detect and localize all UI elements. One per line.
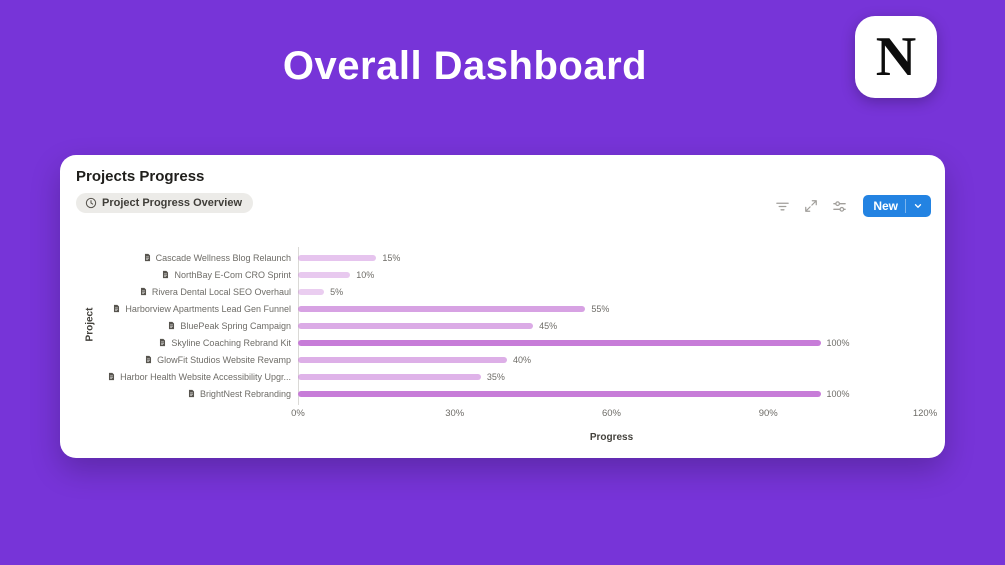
- project-label: Rivera Dental Local SEO Overhaul: [84, 287, 298, 297]
- page-icon: [146, 355, 152, 364]
- page-icon: [188, 389, 194, 398]
- project-name: Harborview Apartments Lead Gen Funnel: [125, 303, 291, 314]
- chevron-down-icon: [914, 204, 922, 208]
- progress-bar[interactable]: [298, 339, 821, 346]
- chart-row: Skyline Coaching Rebrand Kit 100%: [84, 334, 925, 351]
- card-title: Projects Progress: [76, 168, 205, 185]
- value-label: 100%: [826, 337, 850, 348]
- progress-overview-badge[interactable]: Project Progress Overview: [76, 193, 254, 213]
- value-label: 55%: [591, 303, 610, 314]
- progress-bar[interactable]: [298, 288, 325, 295]
- value-label: 45%: [539, 320, 558, 331]
- project-name: NorthBay E-Com CRO Sprint: [174, 269, 291, 280]
- chart-row: Rivera Dental Local SEO Overhaul 5%: [84, 283, 925, 300]
- chart-row: Cascade Wellness Blog Relaunch 15%: [84, 249, 925, 266]
- tick-label: 90%: [758, 408, 778, 419]
- new-button-label: New: [873, 199, 898, 213]
- project-name: Rivera Dental Local SEO Overhaul: [151, 286, 291, 297]
- projects-progress-card: Projects Progress Project Progress Overv…: [60, 155, 945, 458]
- project-name: GlowFit Studios Website Revamp: [157, 354, 291, 365]
- bar-track: 100%: [298, 389, 925, 399]
- progress-bar[interactable]: [298, 373, 481, 380]
- bar-chart: Project Cascade Wellness Blog Relaunch 15…: [84, 247, 937, 443]
- clock-icon: [85, 197, 97, 209]
- project-label: Cascade Wellness Blog Relaunch: [84, 253, 298, 263]
- value-label: 35%: [486, 371, 505, 382]
- page-icon: [144, 253, 150, 262]
- page-icon: [169, 321, 175, 330]
- project-label: Harborview Apartments Lead Gen Funnel: [84, 304, 298, 314]
- project-label: Harbor Health Website Accessibility Upgr…: [84, 372, 298, 382]
- chart-row: Harborview Apartments Lead Gen Funnel 55%: [84, 300, 925, 317]
- expand-button[interactable]: [802, 197, 820, 215]
- expand-icon: [805, 200, 818, 212]
- progress-bar[interactable]: [298, 356, 507, 363]
- project-label: GlowFit Studios Website Revamp: [84, 355, 298, 365]
- page-icon: [140, 287, 146, 296]
- chart-row: GlowFit Studios Website Revamp 40%: [84, 351, 925, 368]
- bar-track: 55%: [298, 304, 925, 314]
- value-label: 15%: [382, 252, 401, 263]
- progress-bar[interactable]: [298, 322, 534, 329]
- bar-track: 5%: [298, 287, 925, 297]
- x-axis-label: Progress: [589, 432, 634, 443]
- page-icon: [114, 304, 120, 313]
- page-icon: [163, 270, 169, 279]
- progress-bar[interactable]: [298, 271, 351, 278]
- value-label: 5%: [330, 286, 344, 297]
- ticks-spacer: [84, 408, 298, 421]
- chart-row: NorthBay E-Com CRO Sprint 10%: [84, 266, 925, 283]
- notion-logo: N: [855, 16, 937, 98]
- bar-track: 15%: [298, 253, 925, 263]
- page-icon: [109, 372, 115, 381]
- x-axis-ticks: 0% 30% 60% 90% 120%: [84, 408, 937, 421]
- bar-track: 45%: [298, 321, 925, 331]
- value-label: 40%: [513, 354, 532, 365]
- project-label: Skyline Coaching Rebrand Kit: [84, 338, 298, 348]
- notion-logo-letter: N: [875, 26, 917, 88]
- ticks-track: 0% 30% 60% 90% 120%: [291, 408, 937, 421]
- chart-rows: Cascade Wellness Blog Relaunch 15% NorthBa…: [84, 247, 925, 405]
- chart-row: Harbor Health Website Accessibility Upgr…: [84, 368, 925, 385]
- x-axis-label-row: Progress: [84, 432, 925, 443]
- page-title: Overall Dashboard: [282, 44, 648, 88]
- progress-bar[interactable]: [298, 305, 586, 312]
- settings-button[interactable]: [830, 197, 849, 216]
- bar-track: 35%: [298, 372, 925, 382]
- sliders-icon: [833, 200, 847, 212]
- value-label: 10%: [356, 269, 375, 280]
- button-divider: [905, 199, 906, 213]
- project-label: BrightNest Rebranding: [84, 389, 298, 399]
- project-name: BrightNest Rebranding: [199, 388, 291, 399]
- project-name: Harbor Health Website Accessibility Upgr…: [120, 371, 291, 382]
- chart-row: BrightNest Rebranding 100%: [84, 385, 925, 402]
- bar-track: 100%: [298, 338, 925, 348]
- chart-toolbar: New: [773, 195, 931, 217]
- progress-bar[interactable]: [298, 390, 821, 397]
- xlabel-spacer: [84, 432, 298, 443]
- badge-label: Project Progress Overview: [102, 197, 243, 209]
- bar-track: 10%: [298, 270, 925, 280]
- filter-button[interactable]: [773, 197, 792, 216]
- project-label: NorthBay E-Com CRO Sprint: [84, 270, 298, 280]
- tick-label: 120%: [912, 408, 938, 419]
- project-name: Cascade Wellness Blog Relaunch: [155, 252, 291, 263]
- new-button[interactable]: New: [863, 195, 931, 217]
- tick-label: 60%: [601, 408, 622, 419]
- bar-track: 40%: [298, 355, 925, 365]
- project-label: BluePeak Spring Campaign: [84, 321, 298, 331]
- project-name: BluePeak Spring Campaign: [180, 320, 291, 331]
- value-label: 100%: [826, 388, 850, 399]
- page-icon: [160, 338, 166, 347]
- chart-row: BluePeak Spring Campaign 45%: [84, 317, 925, 334]
- project-name: Skyline Coaching Rebrand Kit: [171, 337, 291, 348]
- progress-bar[interactable]: [298, 254, 377, 261]
- filter-icon: [776, 202, 790, 210]
- tick-label: 30%: [445, 408, 465, 419]
- tick-label: 0%: [291, 408, 305, 419]
